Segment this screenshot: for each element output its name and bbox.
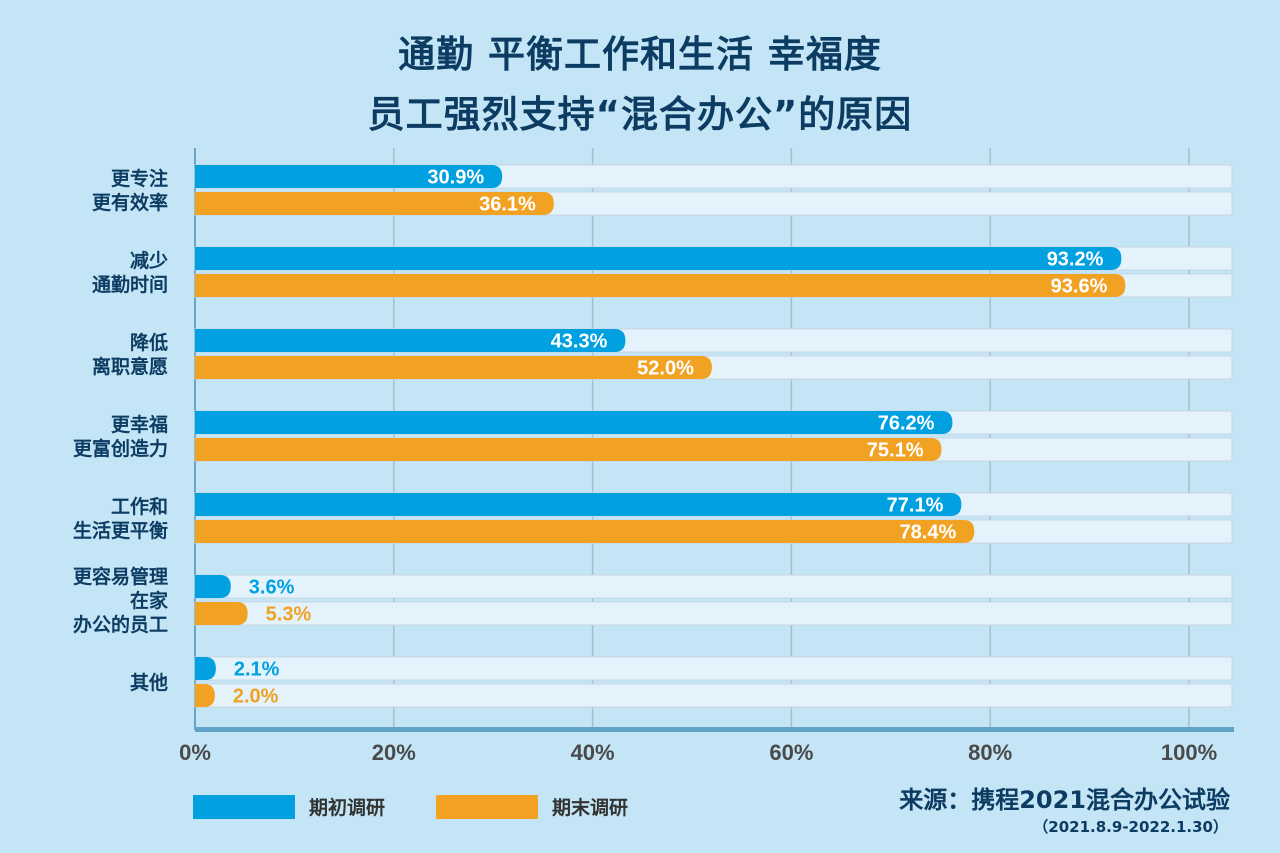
category-label: 其他 [130,671,168,694]
bar-track [194,601,1233,626]
bar [195,602,248,625]
legend-swatch [436,794,538,819]
category-label: 生活更平衡 [73,519,168,542]
bar [195,329,626,352]
data-label: 93.2% [1047,249,1104,271]
bar [195,356,712,379]
bar [195,274,1126,297]
bar-track [194,656,1233,681]
bar [195,411,953,434]
legend-item-end: 期末调研 [436,793,628,820]
source-text: 来源：携程2021混合办公试验 [899,786,1230,814]
bar [195,493,962,516]
x-tick-label: 80% [968,740,1012,765]
bar [195,657,216,680]
legend-swatch [193,794,295,819]
data-label: 5.3% [266,604,312,626]
category-label: 降低 [130,331,168,354]
bar [195,165,503,188]
chart-title-line-1: 通勤 平衡工作和生活 幸福度 [398,33,882,76]
bar-track [194,683,1233,708]
x-tick-label: 60% [769,740,813,765]
category-label: 更幸福 [111,413,168,436]
category-label: 更容易管理 [73,565,168,588]
bar [195,520,975,543]
x-tick-label: 100% [1161,740,1217,765]
source-period: （2021.8.9-2022.1.30） [1033,818,1228,836]
category-label: 在家 [130,589,169,612]
chart-title-line-2: 员工强烈支持“混合办公”的原因 [367,93,913,136]
category-label: 离职意愿 [92,355,168,378]
data-label: 36.1% [479,194,536,216]
legend-label: 期初调研 [309,797,386,819]
data-label: 3.6% [249,577,295,599]
legend-label: 期末调研 [552,797,629,819]
bar [195,684,215,707]
data-label: 76.2% [878,413,935,435]
x-tick-label: 20% [372,740,416,765]
bar-track [194,574,1233,599]
category-label: 更有效率 [92,191,168,214]
bar [195,438,942,461]
data-label: 43.3% [551,331,608,353]
category-label: 办公的员工 [73,613,168,636]
data-label: 75.1% [867,440,924,462]
data-label: 78.4% [900,522,957,544]
x-axis-line [195,727,1234,732]
category-label: 减少 [130,249,168,272]
x-tick-label: 0% [179,740,211,765]
data-label: 77.1% [887,495,944,517]
bar [195,575,231,598]
bar [195,192,554,215]
data-label: 30.9% [427,167,484,189]
x-tick-label: 40% [571,740,615,765]
bar [195,247,1122,270]
data-label: 93.6% [1051,276,1108,298]
data-label: 52.0% [637,358,694,380]
category-label: 通勤时间 [92,273,168,296]
data-label: 2.1% [234,659,280,681]
category-label: 更富创造力 [73,437,168,460]
category-label: 更专注 [111,167,168,190]
data-label: 2.0% [233,686,279,708]
legend-item-start: 期初调研 [193,793,385,820]
category-label: 工作和 [111,495,168,518]
